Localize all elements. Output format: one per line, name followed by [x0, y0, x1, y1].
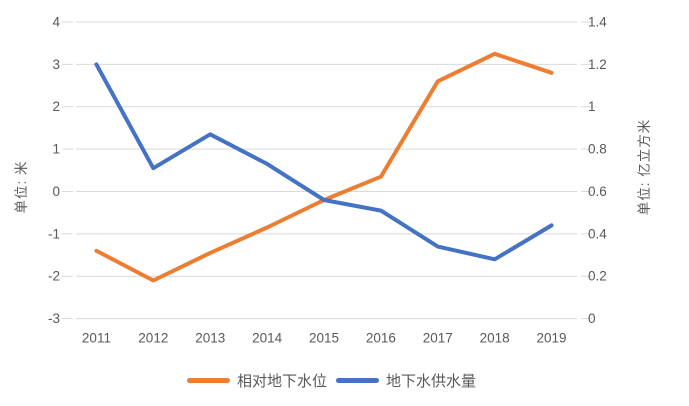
- right-axis-tick-label: 0.2: [588, 269, 607, 284]
- left-axis-tick-label: 0: [52, 184, 60, 199]
- x-axis-label-2014: 2014: [252, 331, 283, 346]
- right-axis-tick-label: 0.4: [588, 226, 607, 241]
- left-axis-tick-label: 1: [52, 142, 60, 157]
- legend-label-groundwater-supply-volume: 地下水供水量: [386, 373, 477, 390]
- orange-line-swatch-icon: [186, 378, 230, 383]
- right-axis-tick-label: 1.4: [588, 15, 607, 30]
- x-axis-label-2013: 2013: [195, 331, 225, 346]
- x-axis-label-2012: 2012: [138, 331, 168, 346]
- left-axis-title: 单位: 米: [14, 160, 29, 214]
- left-axis-tick-label: 4: [52, 15, 60, 30]
- blue-line-swatch-icon: [336, 378, 379, 383]
- left-axis-tick-label: -3: [48, 311, 60, 326]
- x-axis-label-2017: 2017: [423, 331, 453, 346]
- legend-label-relative-groundwater-level: 相对地下水位: [236, 373, 327, 390]
- left-axis-tick-label: 2: [52, 99, 60, 114]
- right-axis-tick-label: 1.2: [588, 57, 607, 72]
- left-axis-tick-label: 3: [52, 57, 60, 72]
- left-axis-tick-label: -1: [48, 226, 60, 241]
- relative-groundwater-level-line: [94, 51, 554, 283]
- legend-item-relative-groundwater-level: 相对地下水位: [186, 370, 327, 391]
- x-axis-label-2016: 2016: [366, 331, 396, 346]
- x-axis-label-2011: 2011: [82, 331, 111, 346]
- x-axis-label-2018: 2018: [480, 331, 510, 346]
- x-axis-label-2015: 2015: [309, 331, 339, 346]
- right-axis-tick-label: 1: [588, 99, 596, 114]
- legend-item-groundwater-supply-volume: 地下水供水量: [336, 370, 476, 391]
- left-axis-tick-label: -2: [48, 269, 60, 284]
- right-axis-tick-label: 0: [588, 311, 596, 326]
- x-axis-label-2019: 2019: [537, 331, 567, 346]
- legend: 相对地下水位 地下水供水量: [0, 370, 676, 391]
- right-axis-title: 单位: 亿立方米: [637, 118, 652, 216]
- right-axis-tick-label: 0.6: [588, 184, 607, 199]
- groundwater-supply-volume-line: [94, 62, 554, 262]
- right-axis-tick-label: 0.8: [588, 142, 607, 157]
